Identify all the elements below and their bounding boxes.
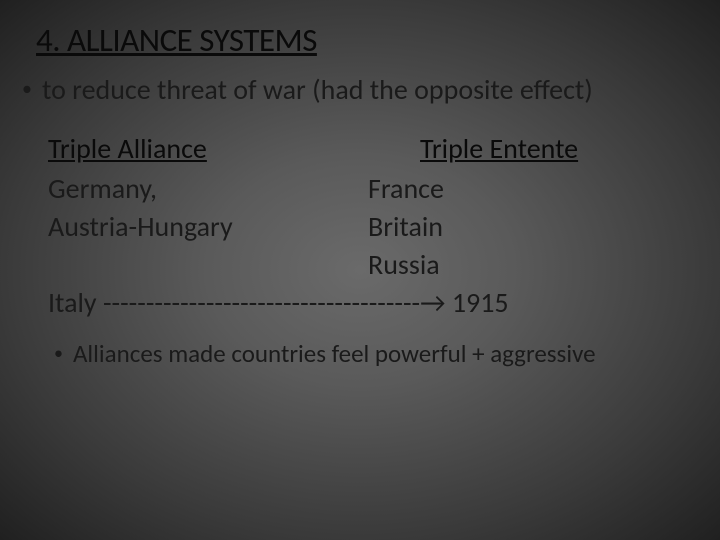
arrow-icon: → [420, 285, 445, 320]
dashes: ------------------------------------- [103, 285, 420, 320]
italy-year: 1915 [452, 285, 509, 320]
left-column-header: Triple Alliance [48, 131, 368, 166]
right-column-item: France [368, 170, 702, 208]
bullet-icon: • [22, 72, 32, 106]
slide-heading: 4. ALLIANCE SYSTEMS [36, 20, 702, 60]
italy-switch-row: Italy ----------------------------------… [18, 285, 702, 320]
italy-label: Italy [48, 285, 97, 320]
right-column: Triple Entente France Britain Russia [368, 131, 702, 283]
left-column-item: Austria-Hungary [48, 208, 368, 246]
right-column-header: Triple Entente [420, 131, 702, 166]
left-column: Triple Alliance Germany, Austria-Hungary [48, 131, 368, 283]
right-column-item: Russia [368, 246, 702, 284]
main-bullet-text: to reduce threat of war (had the opposit… [42, 72, 593, 107]
right-column-item: Britain [368, 208, 702, 246]
slide: 4. ALLIANCE SYSTEMS • to reduce threat o… [0, 0, 720, 540]
left-column-item: Germany, [48, 170, 368, 208]
sub-bullet-text: Alliances made countries feel powerful +… [73, 338, 596, 369]
two-column-layout: Triple Alliance Germany, Austria-Hungary… [18, 131, 702, 283]
main-bullet-row: • to reduce threat of war (had the oppos… [18, 72, 702, 107]
sub-bullet-row: • Alliances made countries feel powerful… [18, 338, 702, 369]
bullet-icon: • [54, 338, 63, 368]
